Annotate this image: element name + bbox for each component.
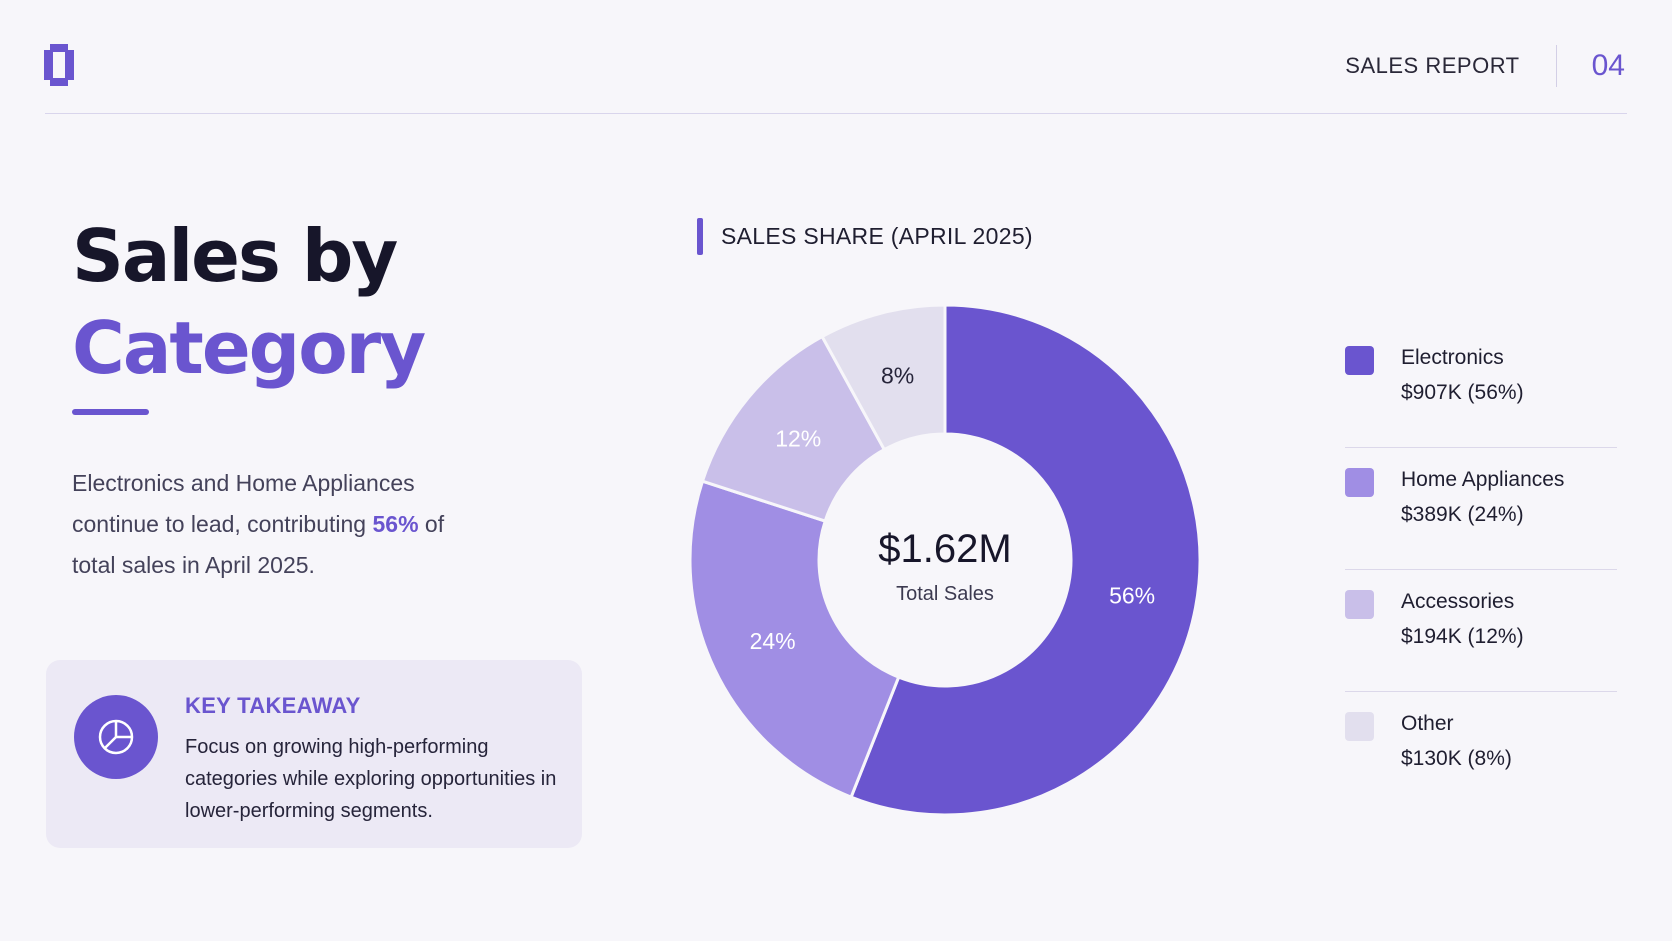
header-right: SALES REPORT 04 [1345, 44, 1625, 88]
header-divider [1555, 45, 1557, 87]
title-accent-bar [72, 409, 149, 415]
slice-label-home-appliances: 24% [750, 628, 796, 654]
legend-swatch [1345, 590, 1374, 619]
center-total-label: Total Sales [896, 583, 994, 605]
slice-other [820, 303, 947, 452]
title-line-1: Sales by [72, 214, 398, 298]
legend-value: $130K (8%) [1401, 747, 1512, 770]
description-highlight: 56% [372, 511, 419, 537]
pie-chart-icon [74, 695, 158, 779]
chart-heading-bar [697, 218, 703, 255]
description-text-end: of total sales in April 2025. [72, 511, 445, 578]
legend-item-electronics: Electronics $907K (56%) [1345, 326, 1617, 448]
legend-name: Accessories [1401, 590, 1515, 613]
takeaway-title: KEY TAKEAWAY [185, 693, 361, 718]
legend-value: $389K (24%) [1401, 503, 1524, 526]
slice-label-accessories: 12% [775, 426, 821, 452]
legend-item-accessories: Accessories $194K (12%) [1345, 570, 1617, 692]
slice-label-electronics: 56% [1109, 583, 1155, 609]
page-number: 04 [1591, 49, 1625, 82]
slice-label-other: 8% [881, 362, 914, 388]
donut-chart: 56% 24% 12% 8% $1.62M Total Sales [688, 303, 1202, 817]
description: Electronics and Home Appliances continue… [72, 463, 492, 586]
description-text: Electronics and Home Appliances continue… [72, 470, 415, 537]
center-total-value: $1.62M [878, 527, 1011, 571]
legend-name: Other [1401, 712, 1454, 735]
chart-legend: Electronics $907K (56%) Home Appliances … [1345, 326, 1617, 813]
chart-title: SALES SHARE (APRIL 2025) [721, 223, 1033, 249]
legend-name: Home Appliances [1401, 468, 1565, 491]
report-label: SALES REPORT [1345, 53, 1520, 78]
legend-swatch [1345, 712, 1374, 741]
page-title: Sales by Category [72, 210, 426, 394]
legend-item-home-appliances: Home Appliances $389K (24%) [1345, 448, 1617, 570]
brand-logo-icon [44, 44, 74, 86]
legend-item-other: Other $130K (8%) [1345, 692, 1617, 813]
legend-swatch [1345, 346, 1374, 375]
header-rule [45, 113, 1627, 114]
takeaway-text: Focus on growing high-performing categor… [185, 736, 557, 822]
legend-swatch [1345, 468, 1374, 497]
slice-home-appliances [688, 479, 901, 800]
chart-heading: SALES SHARE (APRIL 2025) [697, 218, 1033, 255]
title-line-2: Category [72, 306, 426, 390]
key-takeaway-card: KEY TAKEAWAY Focus on growing high-perfo… [46, 660, 582, 848]
slice-electronics [849, 303, 1202, 817]
legend-name: Electronics [1401, 346, 1504, 369]
legend-value: $907K (56%) [1401, 381, 1524, 404]
legend-value: $194K (12%) [1401, 625, 1524, 648]
